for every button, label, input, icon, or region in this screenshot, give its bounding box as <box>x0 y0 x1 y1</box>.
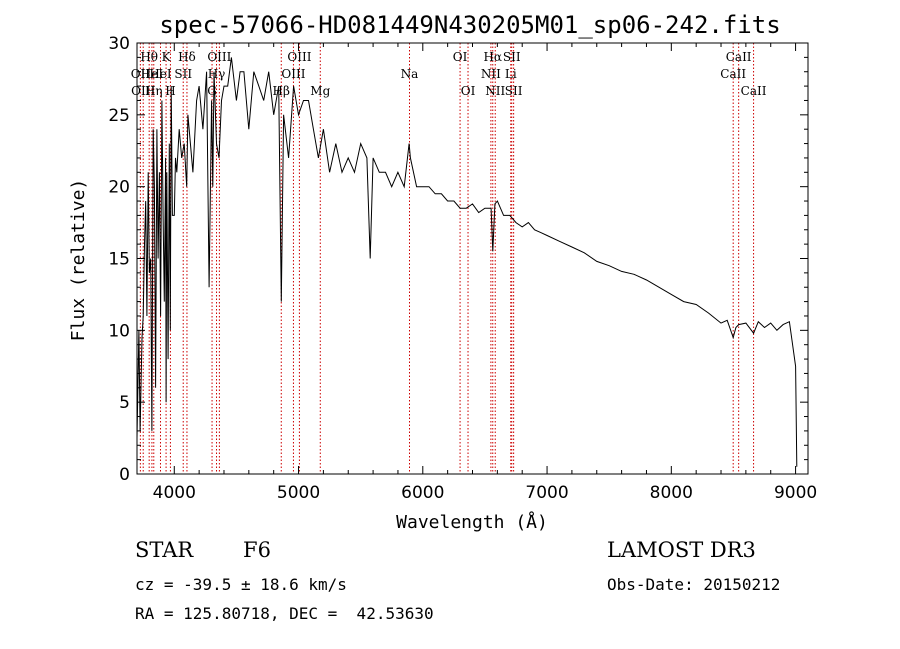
subclass-label: F6 <box>243 538 271 562</box>
line-marker-label: OII <box>131 67 151 81</box>
line-marker-label: CaII <box>741 84 767 98</box>
chart-title: spec-57066-HD081449N430205M01_sp06-242.f… <box>159 11 780 39</box>
line-marker-label: OI <box>461 84 476 98</box>
line-marker-label: HeI <box>149 67 172 81</box>
x-tick-label: 7000 <box>525 483 568 503</box>
spectrum-line <box>136 57 798 467</box>
x-axis-ticks: 4000 5000 6000 7000 8000 9000 <box>153 43 817 503</box>
y-tick-label: 5 <box>119 393 130 413</box>
line-marker-label: Na <box>401 67 419 81</box>
line-marker-label: CaII <box>726 50 752 64</box>
x-tick-label: 4000 <box>153 483 196 503</box>
line-marker-label: HeI <box>141 67 164 81</box>
line-marker-label: Li <box>505 67 517 81</box>
x-tick-label: 8000 <box>650 483 693 503</box>
plot-frame <box>136 42 809 475</box>
redshift-text: cz = -39.5 ± 18.6 km/s <box>135 575 347 594</box>
line-marker-label: SII <box>505 84 523 98</box>
y-tick-label: 10 <box>108 321 130 341</box>
x-tick-label: 9000 <box>774 483 817 503</box>
line-marker-label: Hα <box>483 50 502 64</box>
coordinates-text: RA = 125.80718, DEC = 42.53630 <box>135 604 434 623</box>
line-marker-label: G <box>207 84 217 98</box>
x-tick-label: 6000 <box>401 483 444 503</box>
line-marker-label: OIII <box>207 50 231 64</box>
emission-line-markers <box>139 43 755 474</box>
line-marker-label: OIII <box>281 67 305 81</box>
y-tick-label: 25 <box>108 106 130 126</box>
line-marker-label: Hδ <box>178 50 196 64</box>
line-marker-label: NII <box>485 84 505 98</box>
y-axis-label: Flux (relative) <box>68 179 89 342</box>
line-marker-label: Hβ <box>273 84 290 98</box>
x-axis-label: Wavelength (Å) <box>396 511 548 533</box>
line-marker-label: Hγ <box>208 67 226 81</box>
y-tick-label: 30 <box>108 34 130 54</box>
emission-line-labels: OIIOIIIHθHeIHηHeIKHSIIHδGHγOIIIHβOIIIOII… <box>131 50 767 98</box>
line-marker-label: Mg <box>310 84 330 98</box>
line-marker-label: OI <box>453 50 468 64</box>
line-marker-label: H <box>165 84 175 98</box>
class-label: STAR <box>135 538 194 562</box>
line-marker-label: Hθ <box>140 50 158 64</box>
line-marker-label: NII <box>481 67 501 81</box>
y-tick-label: 0 <box>119 465 130 485</box>
y-axis-ticks: 0 5 10 15 20 25 30 <box>108 34 808 485</box>
line-marker-label: SII <box>174 67 192 81</box>
line-marker-label: Hη <box>145 84 163 98</box>
obs-date-text: Obs-Date: 20150212 <box>607 575 781 594</box>
y-tick-label: 20 <box>108 178 130 198</box>
line-marker-label: OIII <box>287 50 311 64</box>
y-tick-label: 15 <box>108 250 130 270</box>
line-marker-label: K <box>162 50 172 64</box>
line-marker-label: CaII <box>720 67 746 81</box>
survey-label: LAMOST DR3 <box>607 538 756 562</box>
x-tick-label: 5000 <box>277 483 320 503</box>
line-marker-label: SII <box>503 50 521 64</box>
